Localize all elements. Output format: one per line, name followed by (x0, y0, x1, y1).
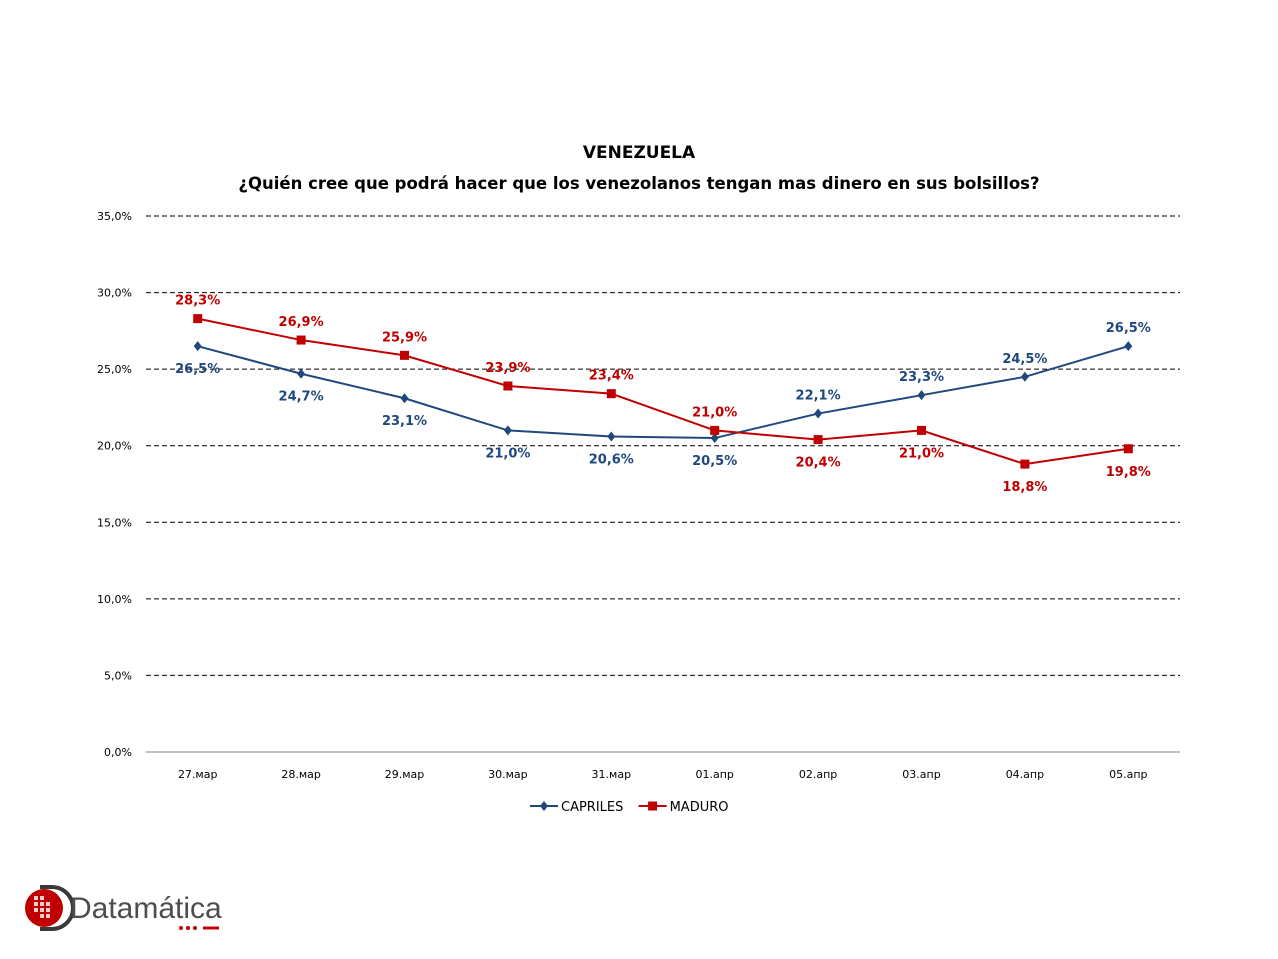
series-maduro (193, 314, 1133, 469)
data-label: 21,0% (899, 446, 944, 461)
x-tick-label: 05.апр (1109, 768, 1147, 781)
data-label: 18,8% (1002, 480, 1047, 495)
data-point (540, 801, 548, 811)
series-line (197, 317, 1129, 466)
data-point (503, 425, 512, 436)
data-point (297, 368, 306, 379)
data-label: 28,3% (175, 294, 220, 309)
data-label: 24,5% (1002, 352, 1047, 367)
x-tick-label: 30.мар (488, 768, 528, 781)
data-label: 21,0% (485, 446, 530, 461)
y-tick-label: 0,0% (104, 746, 132, 759)
series-capriles (193, 341, 1133, 444)
data-point (606, 389, 616, 399)
series (193, 314, 1133, 469)
data-label: 19,8% (1106, 465, 1151, 480)
legend-item-maduro: MADURO (638, 800, 729, 815)
data-label: 21,0% (692, 405, 737, 420)
data-label: 25,9% (382, 330, 427, 345)
data-point (813, 435, 823, 445)
data-point (1020, 371, 1029, 382)
legend-item-capriles: CAPRILES (530, 800, 623, 815)
datamatica-logo: Datamática (25, 885, 222, 931)
data-label: 20,4% (796, 456, 841, 471)
data-point (917, 425, 926, 435)
axes: 0,0% 5,0% 10,0% 15,0% 20,0% 25,0% 30,0% 35,0% 27… (97, 210, 1180, 781)
x-tick-label: 03.апр (902, 768, 940, 781)
logo-d-icon (25, 885, 75, 931)
x-tick-label: 01.апр (695, 768, 733, 781)
data-point (710, 433, 719, 444)
data-label: 26,5% (1106, 321, 1151, 336)
data-point (193, 341, 202, 352)
data-point (400, 350, 409, 360)
data-label: 23,3% (899, 370, 944, 385)
data-label: 22,1% (796, 389, 841, 404)
y-tick-label: 20,0% (97, 440, 132, 453)
y-tick-label: 35,0% (97, 210, 132, 223)
x-tick-label: 29.мар (385, 768, 425, 781)
data-point (1123, 444, 1133, 454)
y-tick-label: 10,0% (97, 593, 132, 606)
data-point (296, 335, 306, 345)
data-point (710, 425, 720, 435)
x-tick-label: 02.апр (799, 768, 837, 781)
x-tick-label: 31.мар (592, 768, 632, 781)
data-point (814, 408, 823, 419)
x-tick-label: 04.апр (1006, 768, 1044, 781)
y-tick-label: 5,0% (104, 669, 132, 682)
data-point (193, 314, 203, 324)
legend-label: MADURO (670, 800, 729, 815)
y-tick-label: 25,0% (97, 363, 132, 376)
x-tick-label: 27.мар (178, 768, 218, 781)
data-point (400, 393, 409, 404)
data-point (607, 431, 616, 442)
chart-title: VENEZUELA (582, 143, 696, 163)
data-label: 20,6% (589, 453, 634, 468)
legend-label: CAPRILES (561, 800, 623, 815)
legend: CAPRILES MADURO (530, 800, 729, 815)
chart-subtitle: ¿Quién cree que podrá hacer que los vene… (238, 174, 1040, 193)
data-point (917, 390, 926, 401)
data-point (503, 381, 513, 391)
y-tick-label: 30,0% (97, 287, 132, 300)
data-label: 26,9% (279, 315, 324, 330)
series-line (197, 345, 1129, 440)
x-tick-label: 28.мар (281, 768, 321, 781)
data-labels: 26,5% 24,7% 23,1% 21,0% 20,6% 20,5% 22,1% 23,3%… (175, 294, 1151, 495)
data-label: 23,1% (382, 414, 427, 429)
data-point (1020, 459, 1030, 469)
data-label: 23,4% (589, 369, 634, 384)
data-point (1124, 341, 1133, 352)
data-point (648, 801, 658, 811)
data-label: 20,5% (692, 454, 737, 469)
data-label: 26,5% (175, 362, 220, 377)
gridlines (146, 215, 1180, 676)
data-label: 24,7% (279, 390, 324, 405)
data-label: 23,9% (485, 361, 530, 376)
logo-text: Datamática (70, 892, 222, 925)
y-tick-label: 15,0% (97, 516, 132, 529)
